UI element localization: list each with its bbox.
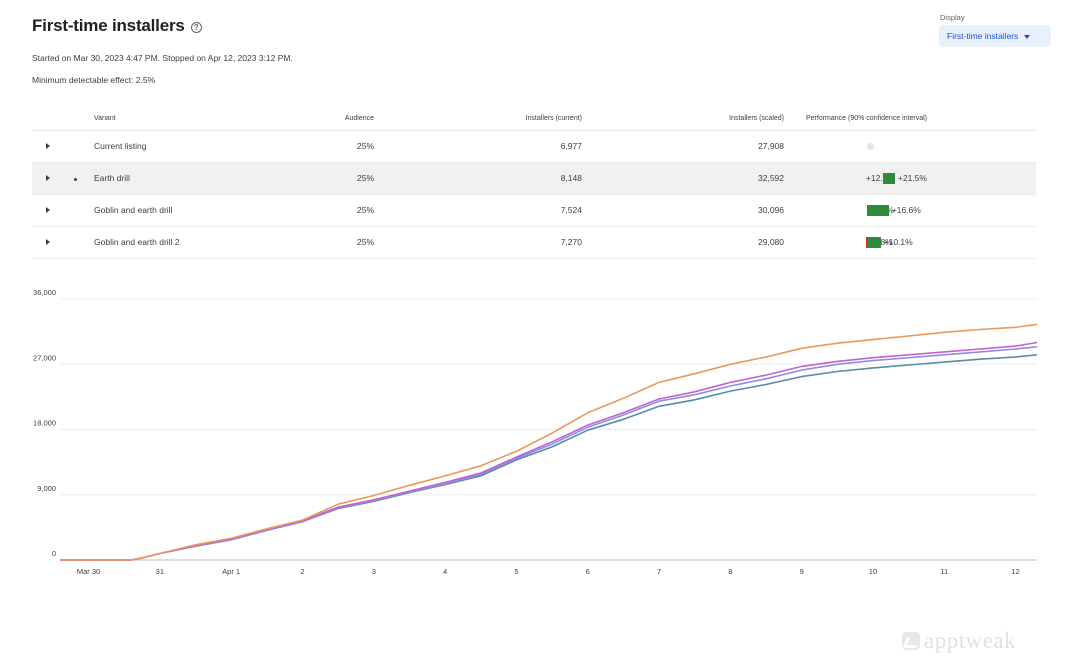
ci-bar — [868, 236, 881, 248]
x-tick-label: 9 — [800, 567, 804, 576]
x-tick-label: 10 — [869, 567, 877, 576]
ci-negative-segment — [865, 236, 868, 248]
expand-row-icon[interactable] — [46, 175, 50, 181]
caret-down-icon — [1024, 34, 1031, 39]
display-label: Display — [940, 13, 965, 22]
column-header-installers-scaled: Installers (scaled) — [582, 108, 784, 131]
y-tick-label: 18,000 — [33, 419, 56, 428]
series-line — [60, 323, 1038, 561]
x-tick-label: 3 — [372, 567, 376, 576]
installers-scaled-value: 32,592 — [582, 162, 784, 195]
experiment-dates: Started on Mar 30, 2023 4:47 PM. Stopped… — [32, 53, 293, 63]
column-header-performance: Performance (90% confidence interval) — [784, 108, 1036, 131]
installers-current-value: 6,977 — [374, 130, 582, 163]
x-tick-label: Apr 1 — [222, 567, 240, 576]
audience-value: 25% — [284, 162, 374, 195]
y-axis-ticks: 0 9,000 18,000 27,000 36,000 — [33, 288, 56, 558]
performance-interval — [806, 131, 1036, 162]
ci-low-label: -1.8% — [870, 236, 893, 247]
apptweak-logo-icon — [902, 632, 920, 650]
ci-negative-segment — [866, 204, 869, 216]
variant-name: Earth drill — [94, 162, 284, 195]
chart-gridlines — [60, 298, 1037, 561]
series-line — [60, 341, 1038, 561]
title-row: First-time installers ? — [32, 16, 202, 36]
series-line — [60, 354, 1038, 561]
variant-name: Goblin and earth drill — [94, 194, 284, 227]
help-circle-icon[interactable]: ? — [190, 21, 202, 33]
ci-bar — [883, 172, 895, 184]
installers-current-value: 8,148 — [374, 162, 582, 195]
installers-scaled-value: 27,908 — [582, 130, 784, 163]
display-selected-value: First-time installers — [947, 31, 1019, 41]
x-tick-label: 7 — [657, 567, 661, 576]
column-header-audience: Audience — [284, 108, 374, 131]
x-tick-label: 11 — [940, 567, 948, 576]
series-line — [60, 346, 1038, 561]
variant-name: Goblin and earth drill 2 — [94, 226, 284, 259]
y-tick-label: 36,000 — [33, 288, 56, 297]
table-row[interactable]: Earth drill 25% 8,148 32,592 +12.1% +21.5% — [32, 162, 1036, 195]
watermark-text: apptweak — [924, 628, 1017, 653]
table-row[interactable]: Goblin and earth drill 2 25% 7,270 29,080 -1… — [32, 226, 1036, 259]
x-tick-label: 2 — [300, 567, 304, 576]
x-tick-label: Mar 30 — [77, 567, 100, 576]
ci-low-label: +12.1% — [865, 172, 895, 183]
audience-value: 25% — [284, 194, 374, 227]
x-axis-ticks: Mar 30 31 Apr 1 2 3 4 5 6 7 8 9 10 11 12 — [77, 567, 1020, 576]
installers-line-chart: 0 9,000 18,000 27,000 36,000 Mar 30 31 Apr 1 2 3… — [33, 288, 1038, 576]
ci-bar — [868, 204, 889, 216]
apptweak-watermark: apptweak — [902, 628, 1016, 654]
row-indicator-icon — [74, 178, 77, 181]
y-tick-label: 27,000 — [33, 353, 56, 362]
display-dropdown[interactable]: First-time installers — [939, 25, 1051, 47]
ci-high-label: +21.5% — [897, 172, 927, 183]
variants-table: Variant Audience Installers (current) In… — [32, 108, 1036, 259]
performance-interval: +12.1% +21.5% — [806, 163, 1036, 194]
expand-row-icon[interactable] — [46, 207, 50, 213]
x-tick-label: 5 — [514, 567, 518, 576]
chart-series — [60, 323, 1038, 561]
x-tick-label: 12 — [1011, 567, 1019, 576]
ci-high-label: +16.6% — [891, 204, 921, 215]
expand-row-icon[interactable] — [46, 143, 50, 149]
performance-interval: -0.9%+16.6% — [806, 195, 1036, 226]
variant-name: Current listing — [94, 130, 284, 163]
table-row[interactable]: Current listing 25% 6,977 27,908 — [32, 130, 1036, 163]
performance-interval: -1.8% +10.1% — [806, 227, 1036, 258]
x-tick-label: 6 — [586, 567, 590, 576]
y-tick-label: 0 — [52, 549, 56, 558]
x-tick-label: 31 — [156, 567, 164, 576]
installers-current-value: 7,270 — [374, 226, 582, 259]
baseline-marker — [867, 142, 874, 150]
minimum-detectable-effect: Minimum detectable effect: 2.5% — [32, 75, 156, 85]
y-tick-label: 9,000 — [37, 484, 56, 493]
column-header-variant: Variant — [94, 108, 284, 131]
page-title: First-time installers — [32, 16, 185, 35]
audience-value: 25% — [284, 130, 374, 163]
installers-current-value: 7,524 — [374, 194, 582, 227]
audience-value: 25% — [284, 226, 374, 259]
column-header-installers-current: Installers (current) — [374, 108, 582, 131]
x-tick-label: 4 — [443, 567, 447, 576]
ci-high-label: +10.1% — [883, 236, 913, 247]
x-tick-label: 8 — [728, 567, 732, 576]
table-header-row: Variant Audience Installers (current) In… — [32, 108, 1036, 131]
expand-row-icon[interactable] — [46, 239, 50, 245]
installers-scaled-value: 29,080 — [582, 226, 784, 259]
installers-scaled-value: 30,096 — [582, 194, 784, 227]
